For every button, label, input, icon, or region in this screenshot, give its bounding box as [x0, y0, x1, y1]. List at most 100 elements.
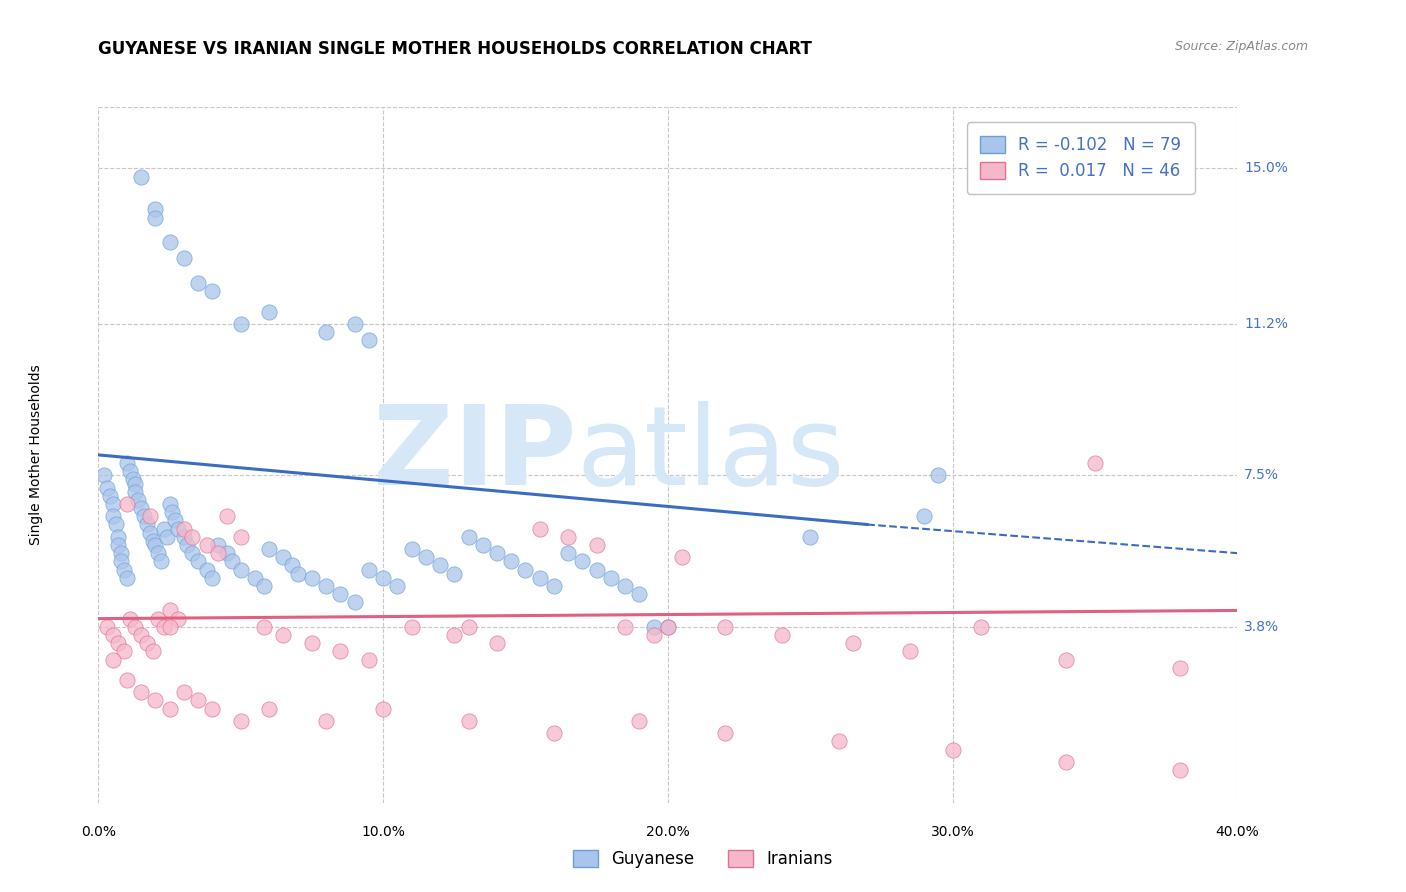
Point	[628, 714, 651, 728]
Point	[201, 284, 224, 298]
Point	[221, 554, 243, 568]
Point	[195, 538, 218, 552]
Point	[501, 554, 523, 568]
Point	[614, 620, 637, 634]
Point	[187, 276, 209, 290]
Point	[329, 644, 352, 658]
Point	[529, 522, 551, 536]
Point	[357, 334, 380, 348]
Text: 30.0%: 30.0%	[931, 825, 974, 839]
Point	[1170, 661, 1192, 675]
Point	[115, 456, 138, 470]
Point	[315, 579, 337, 593]
Point	[124, 476, 146, 491]
Point	[173, 522, 195, 536]
Text: 10.0%: 10.0%	[361, 825, 405, 839]
Point	[585, 538, 607, 552]
Point	[486, 636, 509, 650]
Point	[457, 530, 479, 544]
Point	[145, 538, 167, 552]
Point	[243, 571, 266, 585]
Point	[173, 252, 195, 266]
Text: 15.0%: 15.0%	[1244, 161, 1288, 176]
Text: GUYANESE VS IRANIAN SINGLE MOTHER HOUSEHOLDS CORRELATION CHART: GUYANESE VS IRANIAN SINGLE MOTHER HOUSEH…	[98, 40, 813, 58]
Point	[148, 612, 170, 626]
Point	[101, 497, 124, 511]
Point	[543, 726, 565, 740]
Point	[141, 644, 163, 658]
Point	[207, 546, 229, 560]
Point	[173, 530, 195, 544]
Point	[281, 558, 304, 573]
Point	[129, 501, 152, 516]
Point	[600, 571, 623, 585]
Text: 20.0%: 20.0%	[645, 825, 690, 839]
Point	[714, 620, 737, 634]
Point	[195, 562, 218, 576]
Point	[207, 538, 229, 552]
Point	[115, 571, 138, 585]
Point	[229, 530, 252, 544]
Point	[118, 612, 141, 626]
Point	[215, 509, 238, 524]
Point	[273, 550, 295, 565]
Point	[357, 652, 380, 666]
Point	[153, 522, 176, 536]
Point	[187, 693, 209, 707]
Point	[229, 562, 252, 576]
Legend: Guyanese, Iranians: Guyanese, Iranians	[567, 843, 839, 875]
Point	[657, 620, 679, 634]
Point	[301, 636, 323, 650]
Point	[181, 546, 204, 560]
Point	[259, 542, 281, 557]
Text: 0.0%: 0.0%	[82, 825, 115, 839]
Point	[124, 620, 146, 634]
Point	[148, 546, 170, 560]
Point	[1056, 755, 1078, 769]
Point	[614, 579, 637, 593]
Point	[153, 620, 176, 634]
Point	[115, 673, 138, 687]
Point	[515, 562, 537, 576]
Point	[129, 685, 152, 699]
Point	[176, 538, 198, 552]
Point	[101, 628, 124, 642]
Point	[118, 464, 141, 478]
Point	[229, 714, 252, 728]
Point	[529, 571, 551, 585]
Point	[156, 530, 179, 544]
Point	[135, 636, 157, 650]
Point	[252, 620, 274, 634]
Point	[387, 579, 409, 593]
Point	[714, 726, 737, 740]
Point	[201, 571, 224, 585]
Point	[942, 742, 965, 756]
Point	[912, 509, 935, 524]
Point	[115, 497, 138, 511]
Point	[145, 211, 167, 225]
Point	[557, 530, 579, 544]
Point	[187, 554, 209, 568]
Point	[486, 546, 509, 560]
Point	[162, 505, 184, 519]
Point	[121, 473, 143, 487]
Point	[145, 202, 167, 217]
Point	[571, 554, 593, 568]
Point	[315, 325, 337, 339]
Point	[159, 620, 181, 634]
Point	[315, 714, 337, 728]
Text: 3.8%: 3.8%	[1244, 620, 1279, 634]
Point	[557, 546, 579, 560]
Point	[429, 558, 451, 573]
Point	[159, 701, 181, 715]
Point	[159, 235, 181, 249]
Point	[842, 636, 865, 650]
Point	[145, 693, 167, 707]
Point	[159, 603, 181, 617]
Point	[457, 620, 479, 634]
Point	[112, 562, 135, 576]
Point	[343, 317, 366, 331]
Point	[1056, 652, 1078, 666]
Point	[110, 554, 132, 568]
Point	[201, 701, 224, 715]
